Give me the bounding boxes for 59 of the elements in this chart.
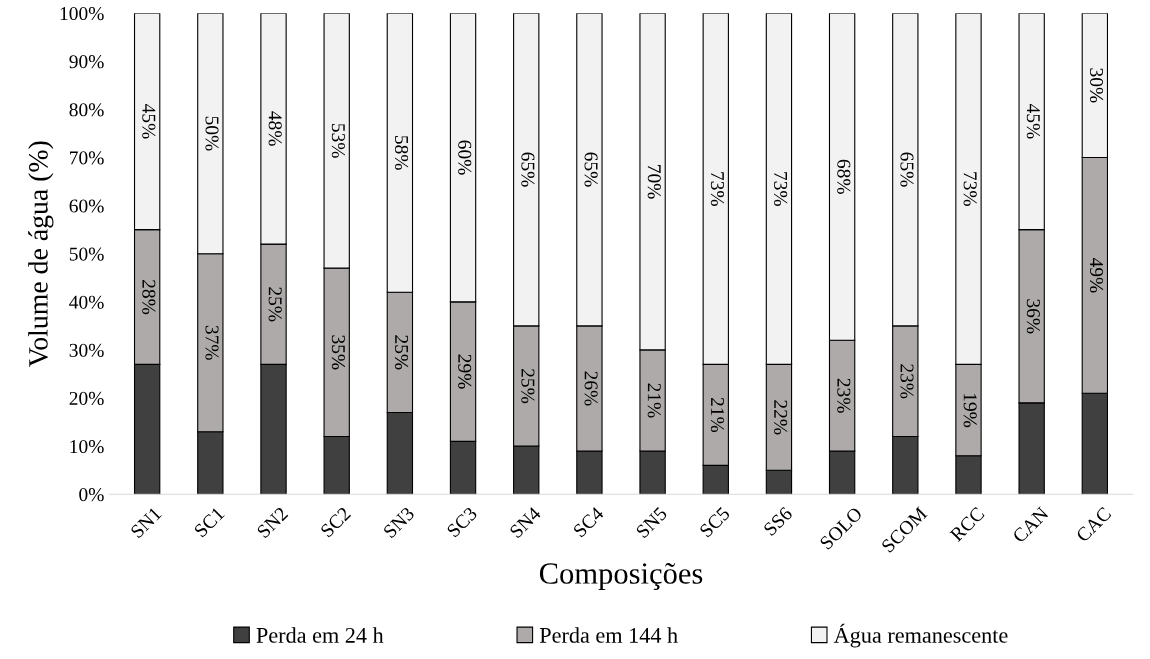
data-label: 28% — [142, 280, 156, 315]
y-tick-label: 10% — [70, 439, 104, 454]
x-tick-label: SC5 — [699, 506, 731, 538]
data-label: 30% — [1089, 68, 1104, 103]
data-label: 50% — [205, 116, 219, 151]
x-tick-label: SC2 — [319, 506, 352, 538]
x-tick-label: SN4 — [509, 506, 542, 539]
data-label: 73% — [963, 172, 977, 206]
data-label: 58% — [394, 136, 409, 170]
data-label: 70% — [647, 165, 661, 199]
data-label: 25% — [268, 287, 282, 322]
y-tick-label: 40% — [69, 295, 104, 309]
y-tick-label: 50% — [69, 247, 104, 261]
y-tick-label: 90% — [69, 55, 104, 69]
legend-label: Perda em 24 h — [256, 627, 384, 643]
data-label: 48% — [268, 111, 282, 146]
data-label: 68% — [837, 159, 851, 194]
data-label: 37% — [205, 325, 219, 360]
data-label: 45% — [1026, 103, 1040, 139]
data-label: 23% — [900, 364, 914, 399]
data-label: 45% — [142, 103, 156, 139]
data-label: 49% — [1089, 257, 1104, 293]
data-label: 19% — [963, 393, 977, 428]
data-label: 29% — [458, 354, 472, 389]
legend-label: Perda em 144 h — [539, 627, 678, 643]
data-label: 22% — [774, 400, 788, 435]
data-label: 21% — [710, 397, 725, 433]
x-tick-label: SN1 — [130, 506, 162, 539]
y-tick-label: 60% — [69, 199, 104, 213]
data-label: 65% — [584, 152, 598, 187]
y-tick-label: 70% — [70, 151, 104, 165]
data-label: 21% — [647, 383, 661, 418]
data-label: 25% — [394, 335, 409, 370]
y-tick-label: 100% — [60, 7, 104, 21]
data-label: 65% — [900, 152, 914, 187]
data-label: 65% — [521, 152, 535, 187]
y-tick-label: 0% — [79, 488, 104, 502]
x-tick-label: SN5 — [635, 506, 668, 539]
data-label: 36% — [1026, 299, 1040, 334]
data-label: 60% — [458, 140, 472, 175]
data-label: 26% — [584, 371, 598, 406]
x-tick-label: SC4 — [572, 506, 605, 538]
y-tick-label: 80% — [69, 103, 104, 117]
data-label: 73% — [774, 172, 788, 206]
data-label: 73% — [710, 172, 725, 206]
x-tick-label: SN2 — [256, 506, 289, 539]
data-label: 53% — [331, 123, 345, 158]
legend-label: Água remanescente — [833, 623, 1008, 648]
y-tick-label: 20% — [69, 391, 104, 406]
x-tick-label: SN3 — [382, 506, 415, 539]
y-tick-label: 30% — [69, 343, 104, 357]
x-tick-label: SC3 — [446, 506, 478, 538]
data-label: 35% — [331, 335, 345, 370]
x-axis-title: Composições — [539, 562, 703, 591]
x-tick-label: SC1 — [193, 506, 225, 538]
y-axis-title: Volume de água (%) — [28, 141, 54, 367]
x-tick-label: SS6 — [762, 506, 794, 537]
data-label: 23% — [837, 378, 851, 413]
data-label: 25% — [521, 369, 535, 404]
